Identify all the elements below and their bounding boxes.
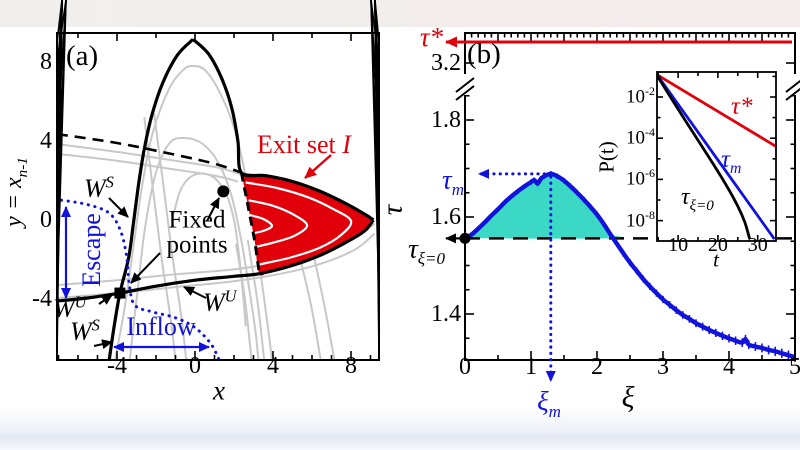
fixed-point-circle — [217, 185, 230, 198]
dashed-exit-left-edge — [239, 172, 261, 274]
panel-a-markers — [114, 185, 230, 299]
gray-parabola-1 — [114, 65, 273, 360]
gray-parabola-2 — [128, 136, 260, 360]
tau-curve — [464, 171, 796, 360]
panel-a-curves — [57, 38, 376, 360]
gray-steep-2a — [234, 243, 253, 360]
white-arc-2 — [248, 199, 309, 249]
panel-a-arrows — [61, 154, 332, 352]
gray-diag-2 — [57, 152, 239, 183]
gray-steep-3b — [311, 247, 336, 360]
gray-diag-1 — [57, 143, 242, 176]
stable-manifold-left — [107, 38, 195, 360]
fixed-point-square — [114, 287, 126, 299]
boundary-right-and-exit-top — [191, 38, 375, 222]
panel-b-plot — [459, 171, 796, 362]
panel-b-annotations — [445, 36, 792, 383]
tau-gain-fill — [465, 173, 624, 239]
page-bottom-band — [0, 408, 800, 450]
panel-b-axes — [455, 32, 800, 361]
gray-arc-inner — [172, 172, 247, 327]
white-arc-3 — [249, 214, 274, 235]
inset-plot — [656, 71, 777, 242]
inset-line-black — [657, 76, 752, 240]
inset-line-blue — [657, 75, 776, 240]
gray-steep-1a — [143, 117, 177, 360]
inset-line-red — [657, 74, 776, 148]
page-top-band — [0, 0, 800, 27]
white-arc-1 — [245, 181, 353, 266]
gray-steep-1b — [153, 113, 188, 360]
blue-dotted-basin-boundary — [57, 198, 221, 360]
gray-steep-2b — [246, 239, 266, 360]
dashed-upper — [57, 132, 242, 174]
